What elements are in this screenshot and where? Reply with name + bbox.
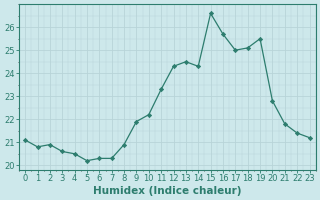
X-axis label: Humidex (Indice chaleur): Humidex (Indice chaleur)	[93, 186, 242, 196]
